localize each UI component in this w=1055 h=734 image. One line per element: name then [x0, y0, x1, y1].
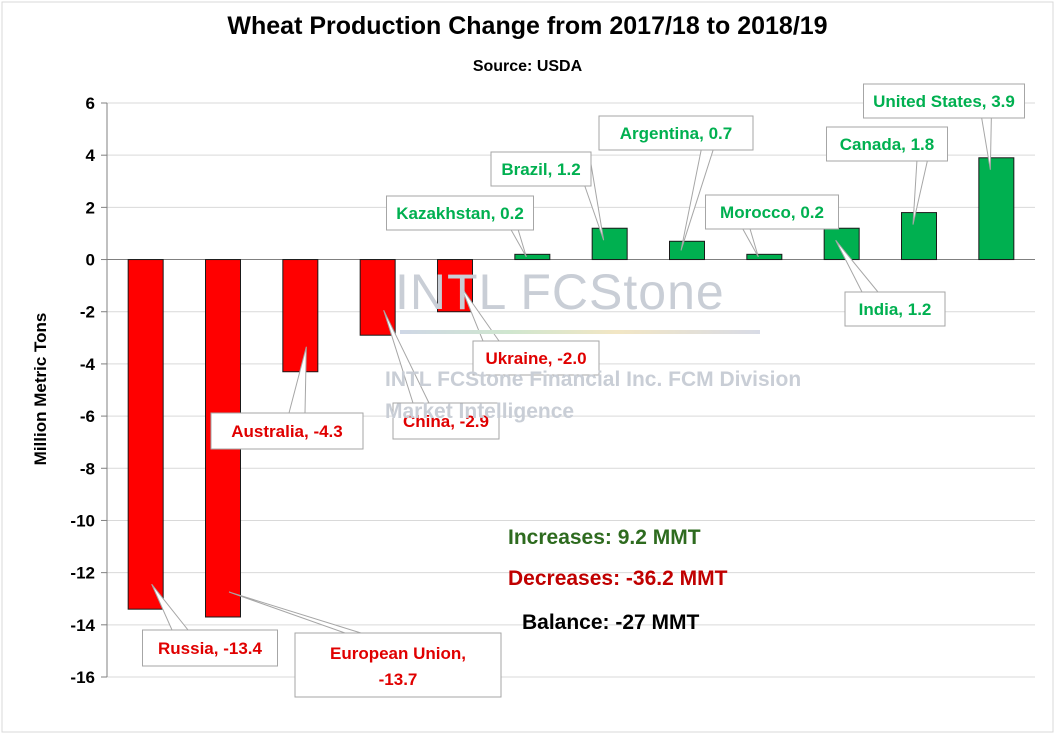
data-label-box	[210, 412, 364, 450]
y-tick-label: 2	[86, 198, 95, 217]
data-label: Kazakhstan, 0.2	[386, 195, 534, 231]
data-label-text: -13.7	[379, 670, 418, 689]
bar-kazakhstan	[514, 253, 551, 261]
watermark-line-1: INTL FCStone Financial Inc. FCM Division	[385, 368, 802, 391]
y-tick-label: -4	[80, 355, 96, 374]
data-label: Ukraine, -2.0	[472, 340, 600, 376]
data-label-text: Kazakhstan, 0.2	[396, 204, 524, 223]
bar-united-states	[978, 157, 1015, 261]
bar-canada	[901, 212, 937, 261]
data-label: United States, 3.9	[863, 83, 1025, 119]
y-tick-label: -8	[80, 459, 95, 478]
data-label: Australia, -4.3	[210, 412, 364, 450]
y-tick-label: -12	[70, 564, 95, 583]
y-tick-label: -14	[70, 616, 95, 635]
watermark-logo: INTL FCStone	[395, 264, 725, 320]
data-label-box	[844, 291, 946, 327]
y-tick-label: -16	[70, 668, 95, 687]
y-axis: 6 4 2 0 -2 -4 -6 -8 -10 -12 -14 -16	[70, 94, 1035, 687]
chart-title: Wheat Production Change from 2017/18 to …	[227, 12, 828, 40]
data-label-box	[490, 151, 592, 187]
data-label: Russia, -13.4	[142, 629, 278, 667]
bar-brazil	[591, 227, 628, 261]
data-label: European Union, -13.7	[294, 632, 502, 698]
data-label-box	[472, 340, 600, 376]
data-label-box	[705, 194, 839, 230]
bar-india	[823, 227, 860, 261]
data-label-box	[392, 402, 500, 440]
data-label-box	[863, 83, 1025, 119]
increases-total: Increases: 9.2 MMT	[508, 526, 701, 549]
data-label: Brazil, 1.2	[490, 151, 592, 187]
bar-russia	[127, 259, 164, 610]
data-label: Canada, 1.8	[826, 126, 948, 162]
data-label-text: Argentina, 0.7	[620, 124, 732, 143]
y-tick-label: -2	[80, 303, 95, 322]
data-label-text: Ukraine, -2.0	[485, 349, 586, 368]
data-label-text: Morocco, 0.2	[720, 203, 824, 222]
data-label-box	[142, 629, 278, 667]
data-label-text: China, -2.9	[403, 412, 489, 431]
y-tick-label: 0	[86, 251, 95, 270]
data-labels: Russia, -13.4 European Union, -13.7 Austral…	[142, 83, 1025, 698]
chart-subtitle: Source: USDA	[472, 58, 583, 75]
data-label-text: Australia, -4.3	[231, 422, 343, 441]
data-label-box	[598, 115, 754, 151]
data-label-box	[826, 126, 948, 162]
data-label-text: United States, 3.9	[873, 92, 1015, 111]
data-label-box	[294, 632, 502, 698]
data-label: India, 1.2	[844, 291, 946, 327]
label-leader	[228, 591, 362, 634]
data-label: Argentina, 0.7	[598, 115, 754, 151]
data-label-text: Canada, 1.8	[840, 135, 935, 154]
watermark-line-2: Market Intelligence	[385, 400, 575, 423]
y-tick-label: 4	[86, 146, 96, 165]
decreases-total: Decreases: -36.2 MMT	[508, 567, 728, 590]
bar-australia	[282, 259, 319, 373]
data-label-text: India, 1.2	[859, 300, 932, 319]
watermark-bar	[400, 330, 760, 334]
data-label-box	[386, 195, 534, 231]
bar-ukraine	[437, 259, 473, 313]
data-label-text: European Union,	[330, 644, 466, 663]
y-tick-label: -6	[80, 407, 95, 426]
data-label-text: Russia, -13.4	[158, 639, 262, 658]
bar-argentina	[669, 240, 705, 261]
y-tick-label: -10	[70, 511, 95, 530]
y-axis-label: Million Metric Tons	[31, 313, 50, 466]
y-tick-label: 6	[86, 94, 95, 113]
data-label: Morocco, 0.2	[705, 194, 839, 230]
data-label-text: Brazil, 1.2	[501, 160, 580, 179]
balance-total: Balance: -27 MMT	[522, 611, 700, 634]
bar-morocco	[746, 253, 783, 261]
data-label: China, -2.9	[392, 402, 500, 440]
